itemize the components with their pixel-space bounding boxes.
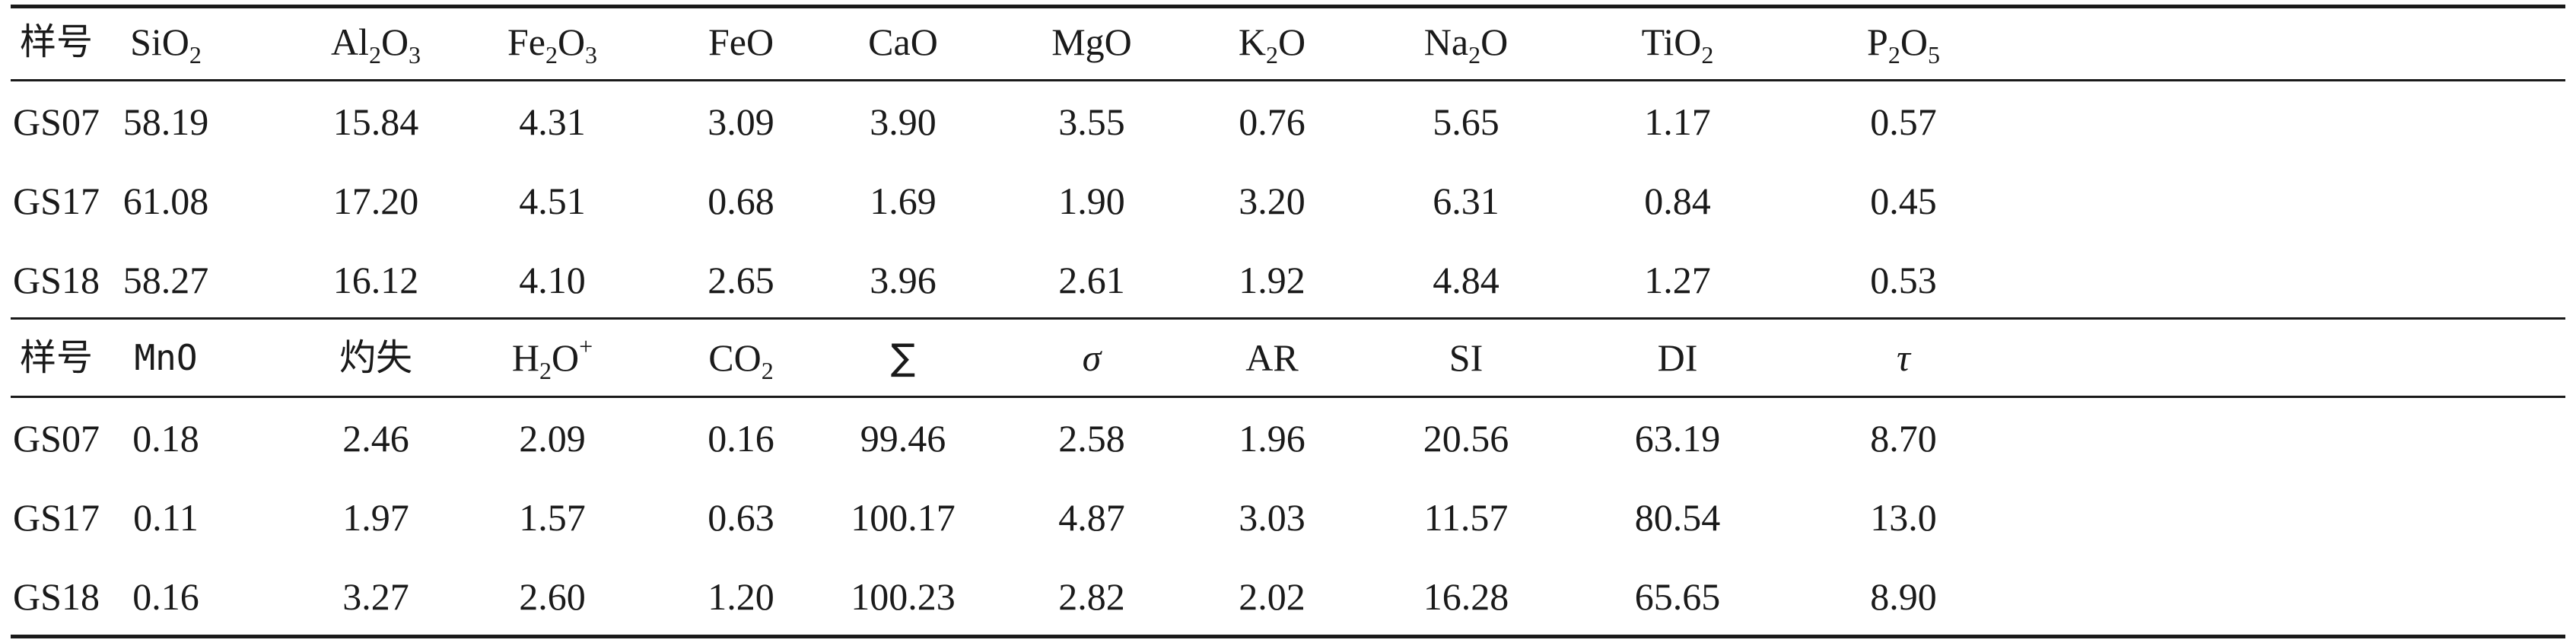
header-cell: DI (1657, 336, 1698, 379)
value-cell: 0.53 (1870, 259, 1937, 301)
value-cell: 2.09 (519, 417, 586, 460)
value-cell: 2.61 (1058, 259, 1125, 301)
value-cell: 16.28 (1423, 575, 1509, 618)
section-rule (11, 317, 2565, 320)
header-cell: SiO2 (130, 21, 202, 69)
data-table: 样号 SiO2 Al2O3 Fe2O3 FeO CaO MgO K2O Na2O TiO2 P2O5… (11, 0, 2565, 643)
value-cell: 4.31 (519, 100, 586, 143)
value-cell: 3.09 (708, 100, 774, 143)
value-cell: 65.65 (1634, 575, 1721, 618)
value-cell: 20.56 (1423, 417, 1509, 460)
value-cell: 0.16 (708, 417, 774, 460)
value-cell: 58.27 (122, 259, 209, 301)
value-cell: 0.63 (708, 496, 774, 539)
sample-id-cell: GS07 (13, 417, 100, 460)
value-cell: 5.65 (1433, 100, 1499, 143)
value-cell: 6.31 (1433, 180, 1499, 222)
sample-id-cell: GS18 (13, 575, 100, 618)
value-cell: 0.11 (133, 496, 199, 539)
header-rule-2 (11, 396, 2565, 398)
header-cell: MgO (1051, 21, 1132, 63)
header-cell: Na2O (1423, 21, 1509, 69)
value-cell: 2.46 (342, 417, 409, 460)
value-cell: 3.03 (1239, 496, 1305, 539)
value-cell: 4.87 (1058, 496, 1125, 539)
header-cell: 样号 (19, 21, 93, 63)
value-cell: 4.10 (519, 259, 586, 301)
value-cell: 63.19 (1634, 417, 1721, 460)
value-cell: 1.17 (1644, 100, 1711, 143)
value-cell: 80.54 (1634, 496, 1721, 539)
header-cell: K2O (1238, 21, 1306, 69)
value-cell: 100.17 (851, 496, 956, 539)
sample-id-cell: GS07 (13, 100, 100, 143)
header-cell: CO2 (708, 336, 774, 385)
value-cell: 2.82 (1058, 575, 1125, 618)
value-cell: 0.45 (1870, 180, 1937, 222)
value-cell: 1.69 (870, 180, 937, 222)
header-cell: ∑ (890, 336, 916, 379)
value-cell: 3.27 (342, 575, 409, 618)
value-cell: 3.55 (1058, 100, 1125, 143)
value-cell: 3.90 (870, 100, 937, 143)
value-cell: 15.84 (332, 100, 419, 143)
header-cell: 样号 (19, 336, 93, 379)
sample-id-cell: GS17 (13, 180, 100, 222)
value-cell: 1.20 (708, 575, 774, 618)
value-cell: 2.65 (708, 259, 774, 301)
header-cell: SI (1449, 336, 1484, 379)
top-rule (11, 5, 2565, 8)
value-cell: 58.19 (122, 100, 209, 143)
value-cell: 11.57 (1423, 496, 1509, 539)
value-cell: 1.57 (519, 496, 586, 539)
header-cell: TiO2 (1641, 21, 1714, 69)
value-cell: 4.84 (1433, 259, 1499, 301)
bottom-rule (11, 635, 2565, 638)
header-cell: 灼失 (339, 336, 412, 379)
value-cell: 0.57 (1870, 100, 1937, 143)
header-cell: CaO (868, 21, 938, 63)
value-cell: 3.20 (1239, 180, 1305, 222)
value-cell: 1.27 (1644, 259, 1711, 301)
value-cell: 0.84 (1644, 180, 1711, 222)
value-cell: 61.08 (122, 180, 209, 222)
value-cell: 0.16 (132, 575, 199, 618)
value-cell: 99.46 (860, 417, 946, 460)
header-cell: σ (1082, 336, 1102, 379)
header-cell: τ (1897, 336, 1910, 379)
value-cell: 13.0 (1870, 496, 1937, 539)
header-cell: Al2O3 (330, 21, 421, 69)
value-cell: 2.58 (1058, 417, 1125, 460)
value-cell: 1.97 (342, 496, 409, 539)
sample-id-cell: GS17 (13, 496, 100, 539)
value-cell: 4.51 (519, 180, 586, 222)
value-cell: 1.92 (1239, 259, 1305, 301)
value-cell: 0.76 (1239, 100, 1305, 143)
header-cell: FeO (708, 21, 774, 63)
value-cell: 3.96 (870, 259, 937, 301)
value-cell: 2.60 (519, 575, 586, 618)
value-cell: 0.18 (132, 417, 199, 460)
header-cell: P2O5 (1867, 21, 1940, 69)
value-cell: 2.02 (1239, 575, 1305, 618)
value-cell: 8.90 (1870, 575, 1937, 618)
header-cell: AR (1245, 336, 1299, 379)
header-cell: MnO (134, 337, 198, 378)
value-cell: 1.96 (1239, 417, 1305, 460)
value-cell: 16.12 (332, 259, 419, 301)
header-cell: H2O+ (511, 333, 593, 385)
sample-id-cell: GS18 (13, 259, 100, 301)
header-cell: Fe2O3 (507, 21, 598, 69)
value-cell: 17.20 (332, 180, 419, 222)
value-cell: 1.90 (1058, 180, 1125, 222)
value-cell: 8.70 (1870, 417, 1937, 460)
header-rule (11, 79, 2565, 81)
value-cell: 0.68 (708, 180, 774, 222)
value-cell: 100.23 (851, 575, 956, 618)
